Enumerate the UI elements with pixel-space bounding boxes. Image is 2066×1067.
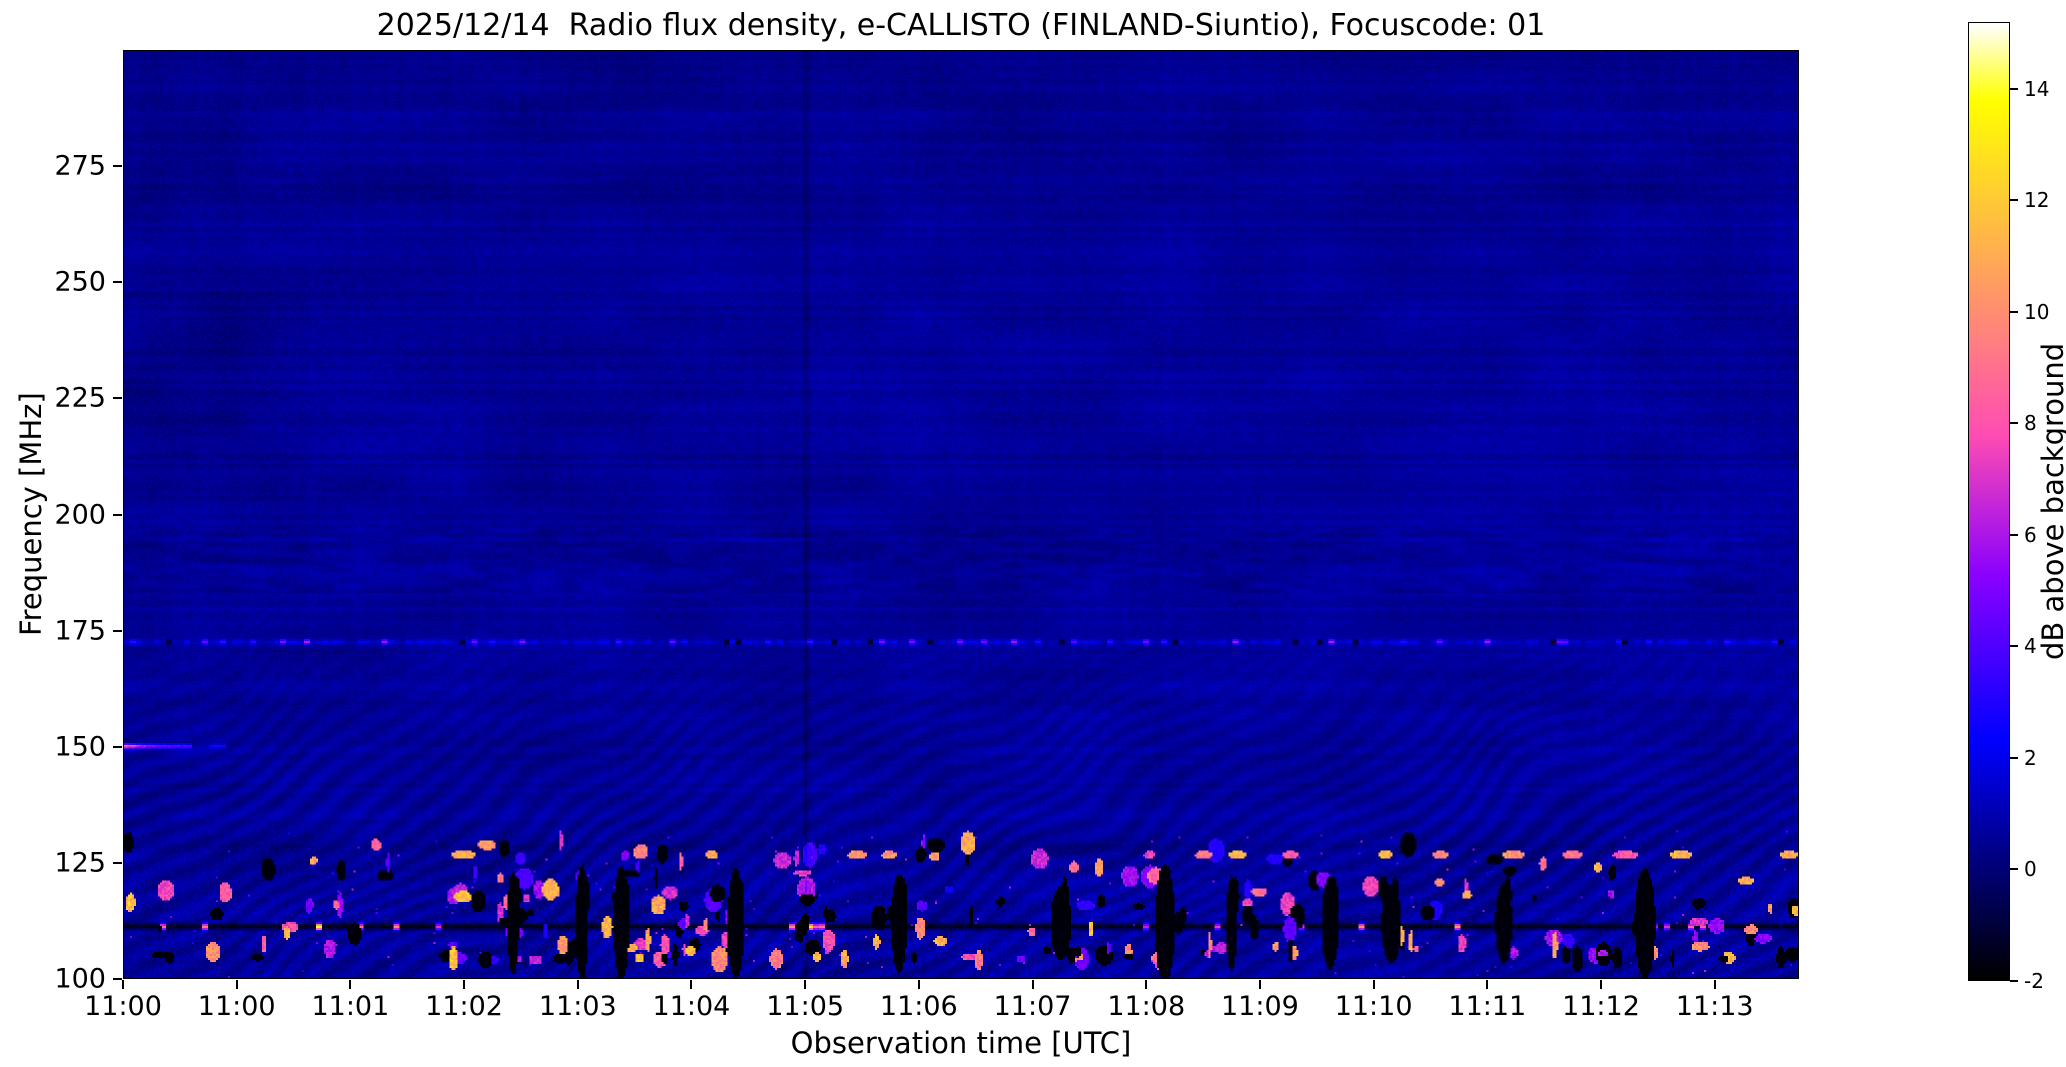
y-tick-label: 100 (54, 963, 106, 995)
x-tick-label: 11:08 (1107, 991, 1186, 1022)
x-axis-label: Observation time [UTC] (790, 1026, 1132, 1060)
y-tick-label: 125 (54, 847, 106, 879)
x-tick-mark (917, 980, 920, 989)
spectrogram-heatmap (124, 51, 1798, 978)
colorbar-tick-label: 8 (2024, 411, 2037, 436)
x-tick-mark (804, 980, 807, 989)
colorbar-tick-label: 12 (2024, 188, 2050, 213)
x-tick-mark (1031, 980, 1034, 989)
colorbar-label: dB above background (2036, 342, 2066, 661)
x-tick-mark (1599, 980, 1602, 989)
x-tick-label: 11:10 (1334, 991, 1413, 1022)
y-tick-mark (113, 281, 122, 284)
x-tick-label: 11:02 (425, 991, 503, 1022)
x-tick-mark (1372, 980, 1375, 989)
colorbar-tick-label: 6 (2024, 522, 2037, 547)
colorbar-tick-mark (2010, 422, 2018, 425)
chart-title: 2025/12/14 Radio flux density, e-CALLIST… (376, 8, 1546, 43)
colorbar-tick-label: 2 (2024, 745, 2037, 770)
x-tick-label: 11:07 (993, 991, 1072, 1022)
y-tick-label: 150 (54, 731, 106, 763)
y-tick-label: 175 (54, 615, 106, 647)
y-tick-label: 275 (54, 150, 106, 182)
x-tick-mark (1713, 980, 1716, 989)
colorbar-gradient (1969, 23, 2009, 980)
y-tick-label: 250 (54, 266, 106, 298)
y-tick-mark (113, 397, 122, 400)
x-tick-label: 11:00 (84, 991, 162, 1022)
y-tick-mark (113, 745, 122, 748)
x-tick-label: 11:01 (311, 991, 390, 1022)
colorbar-tick-mark (2010, 980, 2018, 982)
x-tick-label: 11:05 (766, 991, 845, 1022)
colorbar-tick-mark (2010, 533, 2018, 536)
x-tick-label: 11:09 (1221, 991, 1299, 1022)
y-tick-label: 225 (54, 382, 106, 414)
x-tick-mark (349, 980, 352, 989)
colorbar-tick-mark (2010, 87, 2018, 90)
colorbar-tick-mark (2010, 868, 2018, 871)
plot-area (123, 50, 1799, 979)
x-tick-label: 11:11 (1448, 991, 1527, 1022)
colorbar-tick-mark (2010, 199, 2018, 202)
colorbar-tick-label: 0 (2024, 857, 2037, 882)
x-tick-label: 11:03 (538, 991, 617, 1022)
x-tick-mark (235, 980, 238, 989)
colorbar (1968, 22, 2010, 981)
x-tick-label: 11:06 (879, 991, 958, 1022)
colorbar-tick-label: 10 (2024, 299, 2050, 324)
x-tick-mark (122, 980, 124, 989)
x-tick-mark (690, 980, 693, 989)
y-tick-mark (113, 165, 122, 168)
colorbar-tick-mark (2010, 645, 2018, 648)
colorbar-tick-mark (2010, 756, 2018, 759)
y-tick-mark (113, 978, 122, 980)
x-tick-mark (1486, 980, 1489, 989)
x-tick-label: 11:04 (652, 991, 731, 1022)
x-tick-label: 11:12 (1562, 991, 1640, 1022)
colorbar-tick-label: 14 (2024, 76, 2050, 101)
y-tick-mark (113, 629, 122, 632)
x-tick-label: 11:00 (197, 991, 276, 1022)
x-tick-mark (1145, 980, 1148, 989)
colorbar-tick-label: -2 (2024, 969, 2044, 993)
x-tick-mark (1258, 980, 1261, 989)
y-tick-mark (113, 513, 122, 516)
x-tick-mark (463, 980, 466, 989)
x-tick-label: 11:13 (1675, 991, 1754, 1022)
x-tick-mark (576, 980, 579, 989)
colorbar-tick-mark (2010, 310, 2018, 313)
y-tick-label: 200 (54, 499, 106, 530)
y-tick-mark (113, 861, 122, 864)
colorbar-tick-label: 4 (2024, 634, 2037, 659)
